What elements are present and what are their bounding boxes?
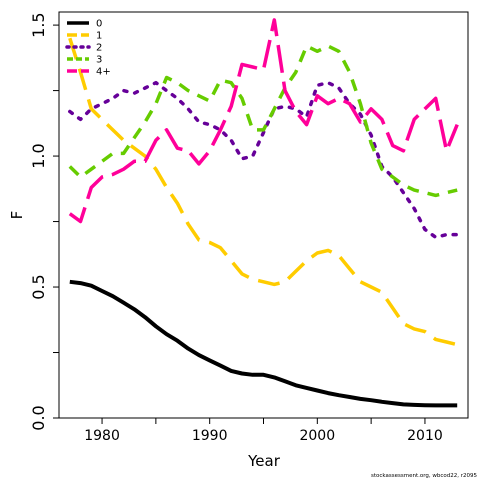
legend-label: 4+ — [96, 67, 111, 78]
legend-label: 2 — [96, 43, 102, 54]
series-line-1 — [68, 37, 458, 347]
y-tick-label: 0.5 — [29, 274, 48, 299]
x-tick-label: 2000 — [299, 428, 335, 444]
y-axis: 0.0 0.5 1.0 1.5 — [29, 12, 59, 431]
y-axis-label: F — [8, 211, 26, 220]
series-line-4plus — [68, 18, 459, 224]
series-line-3 — [68, 44, 458, 198]
y-tick-label: 1.0 — [29, 143, 48, 168]
series-lines — [68, 18, 459, 408]
legend-label: 1 — [96, 31, 102, 42]
x-axis: 1980 1990 2000 2010 — [84, 418, 443, 444]
plot-frame — [58, 11, 469, 419]
legend-label: 3 — [96, 55, 102, 66]
x-tick-label: 1990 — [192, 428, 228, 444]
legend-label: 0 — [96, 19, 102, 30]
y-tick-label: 0.0 — [29, 405, 48, 430]
x-tick-label: 2010 — [407, 428, 443, 444]
series-line-0 — [69, 279, 458, 408]
credit-text: stockassessment.org, wbcod22, r2095 — [371, 473, 477, 479]
series-line-2 — [68, 80, 459, 240]
x-tick-label: 1980 — [84, 428, 120, 444]
y-tick-label: 1.5 — [29, 12, 48, 37]
x-axis-label: Year — [247, 452, 281, 470]
